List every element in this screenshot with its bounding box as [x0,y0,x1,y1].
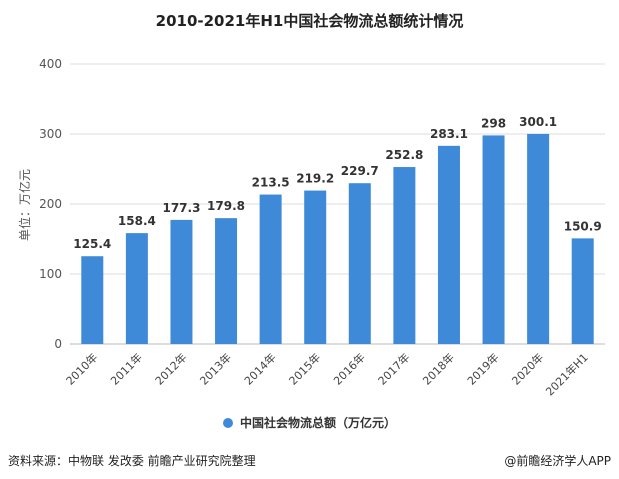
x-tick-label: 2010年 [63,350,100,387]
chart-title: 2010-2021年H1中国社会物流总额统计情况 [155,12,464,30]
x-tick-label: 2017年 [375,350,412,387]
bar [170,219,193,344]
source-note: 资料来源：中物联 发改委 前瞻产业研究院整理 [8,454,256,468]
y-axis-ticks: 0 100 200 300 400 [39,57,62,351]
bar [259,194,282,344]
data-label: 125.4 [73,237,111,251]
bar [437,145,460,344]
x-tick-label: 2020年 [509,350,546,387]
x-tick-label: 2011年 [108,350,145,387]
brand-credit: @前瞻经济学人APP [504,454,611,468]
bar [348,183,371,344]
bar-chart: 125.4 158.4 177.3 179.8 213.5 219.2 229.7 252.8… [17,57,605,398]
data-labels: 125.4 158.4 177.3 179.8 213.5 219.2 229.7 252.8… [73,115,601,251]
data-label: 213.5 [252,176,290,190]
bars [81,133,594,344]
x-tick-label: 2018年 [420,350,457,387]
x-tick-label: 2016年 [330,350,367,387]
data-label: 300.1 [519,115,557,129]
bar [393,167,416,344]
bar [215,218,238,344]
data-label: 177.3 [162,201,200,215]
bar [527,133,550,344]
data-label: 229.7 [341,164,379,178]
x-tick-label: 2012年 [152,350,189,387]
bar [482,135,505,344]
x-tick-label: 2015年 [286,350,323,387]
legend-marker [222,417,233,428]
data-label: 219.2 [296,172,334,186]
legend-label: 中国社会物流总额（万亿元） [239,416,396,430]
x-tick-label: 2019年 [464,350,501,387]
x-axis-ticks: 2010年 2011年 2012年 2013年 2014年 2015年 2016年 2017年… [63,350,591,398]
x-tick-label: 2021年H1 [543,350,591,398]
y-tick-label: 400 [39,57,62,71]
data-label: 252.8 [385,148,423,162]
bar [571,238,594,344]
y-axis-label: 单位：万亿元 [17,169,32,241]
bar [304,190,327,344]
data-label: 150.9 [564,219,602,233]
data-label: 298 [481,116,506,130]
y-tick-label: 0 [54,337,62,351]
y-tick-label: 100 [39,267,62,281]
data-label: 179.8 [207,199,245,213]
bar [125,233,148,344]
y-tick-label: 200 [39,197,62,211]
bar [81,256,104,344]
gridlines [70,63,605,345]
data-label: 158.4 [118,214,156,228]
x-tick-label: 2013年 [197,350,234,387]
data-label: 283.1 [430,127,468,141]
y-tick-label: 300 [39,127,62,141]
legend: 中国社会物流总额（万亿元） [0,414,619,431]
x-tick-label: 2014年 [241,350,278,387]
